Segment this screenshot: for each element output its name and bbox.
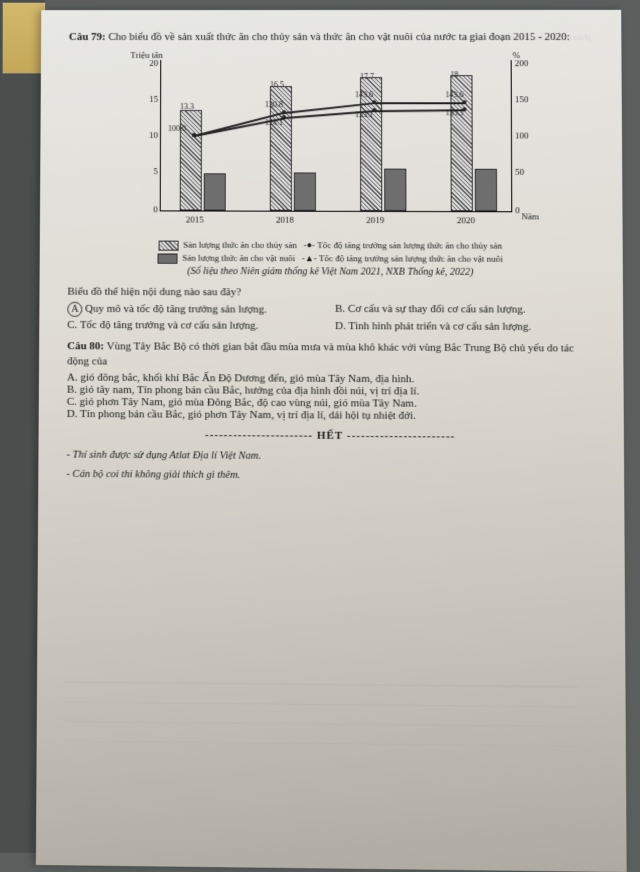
note1: - Thí sinh được sử dụng Atlat Địa lí Việ… bbox=[66, 448, 595, 466]
chart-source: (Số liệu theo Niên giám thống kê Việt Na… bbox=[68, 266, 595, 279]
val: 16.5 bbox=[270, 80, 284, 89]
legend-item: Tốc độ tăng trưởng sản lượng thức ăn cho… bbox=[319, 253, 503, 264]
opt-A: Quy mô và tốc độ tăng trưởng sản lượng. bbox=[85, 303, 267, 316]
q79-options: A Quy mô và tốc độ tăng trưởng sản lượng… bbox=[67, 302, 595, 334]
exam-page: phần trả lời các câu hỏi ở trang sau Câu… bbox=[36, 10, 627, 872]
xtick: 2018 bbox=[260, 215, 310, 225]
bleed-through-text: phần trả lời các câu hỏi ở trang sau bbox=[464, 32, 591, 42]
val: 130.8 bbox=[265, 100, 283, 109]
yl-tick: 15 bbox=[138, 94, 158, 104]
opt-B: B. Cơ cấu và sự thay đổi cơ cấu sản lượn… bbox=[335, 303, 595, 319]
yr-tick: 150 bbox=[515, 95, 529, 105]
yl-tick: 10 bbox=[138, 130, 158, 140]
yl-tick: 0 bbox=[138, 205, 158, 215]
legend-item: Sản lượng thức ăn cho vật nuôi bbox=[182, 253, 295, 263]
q80-body: Vùng Tây Bắc Bộ có thời gian bắt đầu mùa… bbox=[67, 341, 574, 368]
q79-prefix: Câu 79: bbox=[69, 31, 106, 43]
q80-text: Câu 80: Vùng Tây Bắc Bộ có thời gian bắt… bbox=[67, 339, 595, 372]
xtick: 2020 bbox=[441, 215, 491, 225]
bar-solid-2020 bbox=[475, 169, 497, 211]
legend-item: Sản lượng thức ăn cho thủy sản bbox=[183, 240, 297, 250]
opt-C: C. Tốc độ tăng trưởng và cơ cấu sản lượn… bbox=[67, 319, 325, 332]
line2-seg bbox=[374, 102, 464, 104]
yl-tick: 20 bbox=[138, 58, 158, 68]
yr-tick: 50 bbox=[515, 167, 524, 177]
axis-y-left bbox=[160, 60, 162, 210]
q80-opt-D: D. Tín phong bán cầu Bắc, gió phơn Tây N… bbox=[67, 408, 596, 423]
note2: - Cán bộ coi thi không giải thích gì thê… bbox=[66, 467, 595, 485]
chart-legend: Sản lượng thức ăn cho thủy sản -●- Tốc đ… bbox=[68, 239, 595, 266]
xtick: 2019 bbox=[350, 215, 400, 225]
yr-tick: 0 bbox=[515, 205, 520, 215]
yr-tick: 200 bbox=[515, 58, 529, 68]
val: 135.3 bbox=[445, 109, 463, 118]
val: 17.7 bbox=[360, 72, 374, 81]
q80-prefix: Câu 80: bbox=[67, 340, 104, 352]
bar-solid-2018 bbox=[294, 173, 316, 211]
bleed-through-table bbox=[65, 681, 578, 747]
bar-solid-2015 bbox=[204, 174, 226, 211]
x-title: Năm bbox=[521, 212, 539, 222]
val: 143.6 bbox=[445, 90, 463, 99]
circled-A: A bbox=[67, 302, 82, 317]
val: 133.1 bbox=[355, 111, 373, 120]
legend-item: Tốc độ tăng trưởng sản lượng thức ăn cho… bbox=[317, 240, 502, 251]
q79-prompt: Biểu đồ thể hiện nội dung nào sau đây? bbox=[67, 285, 594, 302]
val: 143.6 bbox=[355, 90, 373, 99]
chart: Triệu tấn % 20 15 10 5 0 200 150 100 50 … bbox=[120, 52, 542, 234]
val: 18 bbox=[450, 70, 458, 79]
axis-y-right bbox=[511, 60, 513, 211]
bar-solid-2019 bbox=[384, 169, 406, 211]
yellow-paper-corner bbox=[2, 2, 46, 74]
yr-tick: 100 bbox=[515, 131, 529, 141]
xtick: 2015 bbox=[170, 215, 220, 225]
opt-D: D. Tình hình phát triển và cơ cấu sản lư… bbox=[335, 320, 595, 333]
het-divider: ----------------------- HẾT ------------… bbox=[67, 428, 596, 443]
val: 13.3 bbox=[180, 102, 194, 111]
yl-tick: 5 bbox=[138, 166, 158, 176]
val: 124.1 bbox=[265, 118, 283, 127]
